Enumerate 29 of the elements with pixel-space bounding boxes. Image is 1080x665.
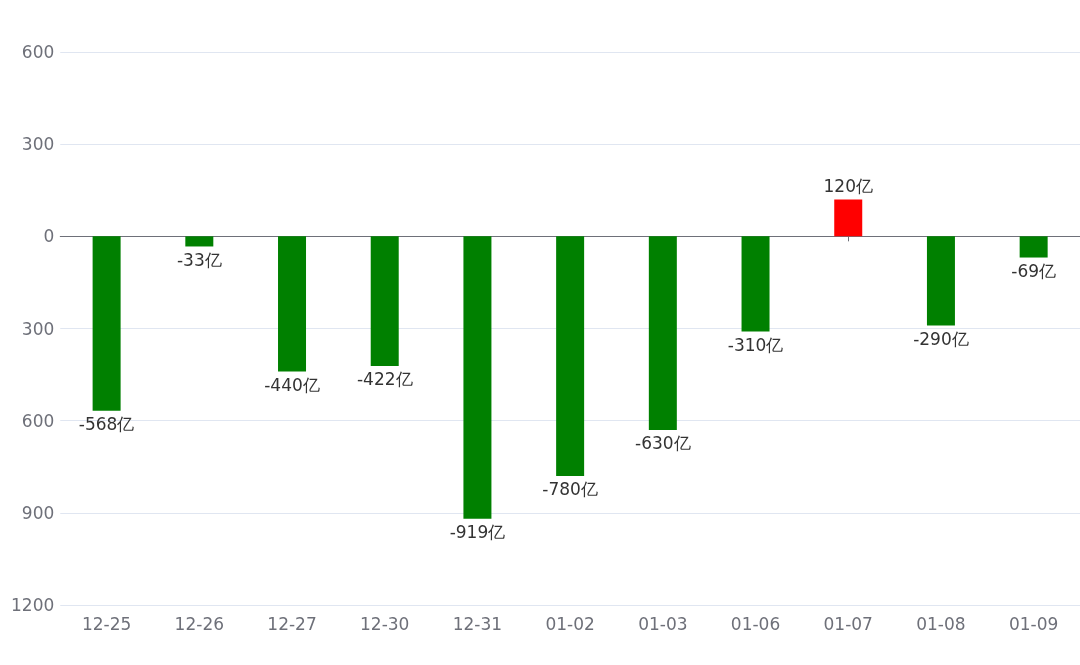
x-tick-label: 01-08 bbox=[916, 613, 966, 634]
x-tick-label: 12-27 bbox=[267, 613, 317, 634]
data-label: 120亿 bbox=[823, 175, 873, 196]
y-tick-label: 600 bbox=[21, 42, 55, 62]
data-label: -919亿 bbox=[449, 522, 506, 543]
x-tick-label: 01-03 bbox=[638, 613, 688, 634]
x-tick-label: 12-26 bbox=[174, 613, 225, 634]
x-tick-label: 01-07 bbox=[823, 613, 873, 634]
y-tick-label: 900 bbox=[21, 502, 55, 523]
data-label: -33亿 bbox=[176, 249, 222, 270]
y-tick-label: 1200 bbox=[11, 595, 55, 615]
x-tick-label: 01-02 bbox=[545, 613, 595, 634]
x-tick-label: 12-30 bbox=[360, 613, 410, 634]
data-label: -69亿 bbox=[1011, 261, 1057, 282]
y-tick-label: 0 bbox=[43, 226, 55, 247]
data-label: -630亿 bbox=[635, 433, 691, 454]
x-tick-label: 12-25 bbox=[81, 613, 132, 634]
y-tick-label: 300 bbox=[21, 318, 55, 339]
data-label: -568亿 bbox=[78, 414, 135, 435]
data-label: -290亿 bbox=[913, 328, 969, 349]
x-tick-label: 12-31 bbox=[452, 613, 503, 634]
data-label: -780亿 bbox=[542, 479, 598, 500]
data-label: -310亿 bbox=[727, 335, 784, 356]
x-tick-label: 01-06 bbox=[730, 613, 781, 634]
data-label: -422亿 bbox=[356, 369, 413, 390]
data-label: -440亿 bbox=[264, 375, 320, 396]
y-tick-label: 300 bbox=[21, 134, 55, 155]
y-tick-label: 600 bbox=[21, 410, 55, 431]
x-tick-label: 01-09 bbox=[1008, 613, 1059, 634]
